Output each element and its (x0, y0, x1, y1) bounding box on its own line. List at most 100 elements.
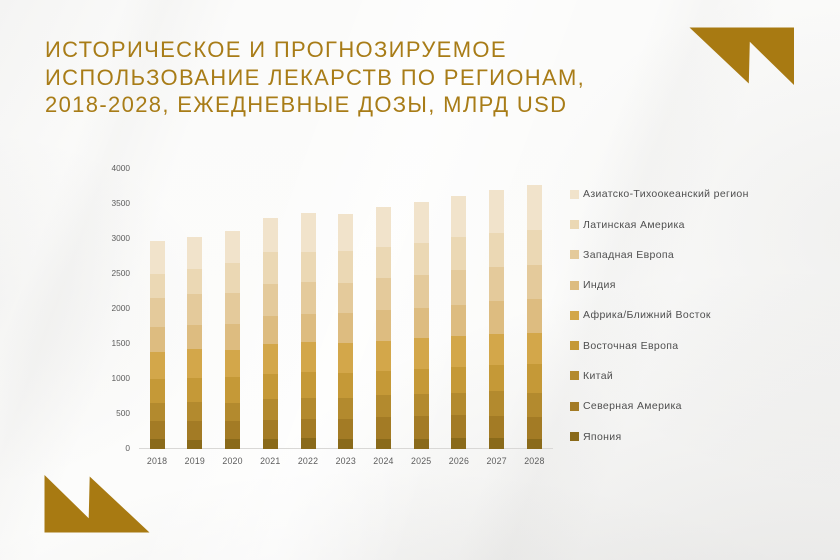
corner-decoration-bottom-left-icon (44, 475, 150, 533)
bar-segment (451, 414, 467, 438)
legend-label: Индия (583, 279, 616, 292)
bar-segment (187, 268, 203, 294)
legend-label: Африка/Ближний Восток (583, 309, 711, 322)
legend-swatch (570, 432, 579, 442)
bar-segment (300, 314, 316, 342)
bar-segment (225, 421, 241, 440)
bar-segment (413, 201, 429, 244)
legend-swatch (570, 189, 579, 199)
bar-segment (262, 419, 278, 440)
y-tick-label: 3500 (111, 198, 130, 209)
bar-segment (375, 395, 391, 418)
bar-segment (187, 293, 203, 325)
bar-segment (338, 312, 354, 344)
bar-segment (262, 399, 278, 420)
bar-segment (526, 417, 542, 439)
bar-segment (262, 344, 278, 374)
bar-segment (225, 439, 241, 449)
bar-segment (338, 397, 354, 419)
bar-segment (149, 327, 165, 353)
legend-swatch (570, 280, 579, 290)
x-tick-label: 2028 (524, 456, 545, 466)
bar-segment (149, 273, 165, 298)
bar-2018 (149, 240, 165, 449)
bar-segment (489, 189, 505, 233)
bar-segment (413, 274, 429, 309)
legend-item: Япония (570, 431, 622, 443)
bar-segment (338, 214, 354, 252)
legend-item: Восточная Европа (570, 340, 679, 352)
bar-segment (149, 297, 165, 328)
bar-segment (187, 421, 203, 441)
bar-segment (375, 340, 391, 371)
y-tick-label: 2000 (111, 303, 130, 314)
bar-segment (375, 370, 391, 396)
bar-segment (375, 438, 391, 449)
bar-segment (413, 243, 429, 275)
bar-2025 (413, 201, 429, 449)
legend-swatch (570, 310, 579, 320)
x-tick-label: 2027 (486, 456, 507, 466)
bar-segment (413, 368, 429, 394)
x-tick-label: 2024 (373, 456, 394, 466)
bar-segment (489, 365, 505, 392)
x-axis-line (139, 448, 553, 449)
bar-segment (300, 341, 316, 372)
bar-segment (451, 366, 467, 393)
bar-segment (451, 392, 467, 415)
title-line-3: 2018-2028, ЕЖЕДНЕВНЫЕ ДОЗЫ, МЛРД USD (45, 92, 568, 118)
bar-segment (262, 315, 278, 345)
bar-segment (375, 278, 391, 311)
bar-segment (262, 439, 278, 449)
bar-segment (149, 240, 165, 274)
bar-segment (526, 265, 542, 300)
legend-label: Азиатско-Тихоокеанский регион (583, 188, 749, 201)
bar-segment (225, 377, 241, 404)
y-tick-label: 0 (125, 443, 130, 453)
bar-segment (262, 252, 278, 284)
bar-segment (149, 352, 165, 380)
y-tick-label: 3000 (111, 233, 130, 244)
bar-segment (526, 185, 542, 231)
legend-item: Азиатско-Тихоокеанский регион (570, 188, 749, 200)
legend-label: Китай (583, 369, 614, 382)
bar-2026 (451, 195, 467, 449)
legend-swatch (570, 341, 579, 351)
bar-segment (413, 416, 429, 439)
bar-2021 (262, 217, 278, 449)
bar-segment (413, 308, 429, 339)
bar-segment (489, 267, 505, 302)
bar-segment (338, 418, 354, 439)
bar-segment (300, 438, 316, 449)
bar-segment (262, 283, 278, 316)
bar-segment (489, 416, 505, 438)
corner-decoration-top-right-icon (689, 27, 794, 85)
bar-segment (489, 437, 505, 449)
bar-segment (375, 246, 391, 279)
bar-segment (225, 403, 241, 422)
bar-2028 (526, 185, 542, 449)
bar-segment (375, 207, 391, 247)
legend-swatch (570, 250, 579, 260)
bar-segment (225, 263, 241, 294)
bar-segment (526, 230, 542, 266)
x-tick-label: 2019 (184, 456, 206, 466)
bar-segment (526, 363, 542, 393)
bar-segment (489, 301, 505, 334)
legend-label: Восточная Европа (583, 339, 679, 352)
bar-segment (338, 372, 354, 398)
bar-segment (526, 332, 542, 364)
bar-segment (225, 324, 241, 350)
bar-segment (149, 379, 165, 404)
bar-segment (300, 281, 316, 315)
bar-segment (526, 438, 542, 449)
legend-item: Латинская Америка (570, 219, 685, 231)
bar-segment (149, 439, 165, 449)
legend-item: Северная Америка (570, 400, 682, 412)
legend-item: Африка/Ближний Восток (570, 309, 711, 321)
legend-label: Латинская Америка (583, 218, 685, 231)
legend-label: Северная Америка (583, 400, 682, 413)
legend-item: Индия (570, 279, 616, 291)
bar-segment (451, 236, 467, 271)
